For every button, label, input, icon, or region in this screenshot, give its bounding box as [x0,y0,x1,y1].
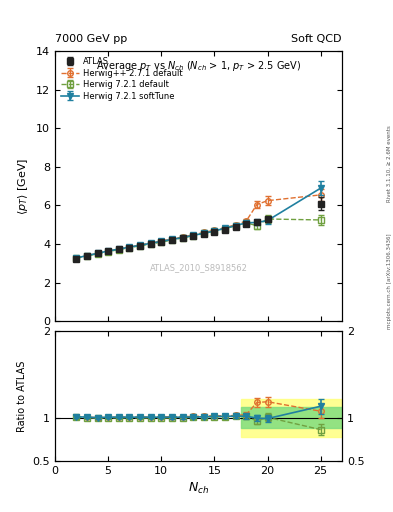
Text: ATLAS_2010_S8918562: ATLAS_2010_S8918562 [149,263,248,272]
Bar [241,407,342,428]
Text: Soft QCD: Soft QCD [292,33,342,44]
Bar [241,398,342,437]
Text: 7000 GeV pp: 7000 GeV pp [55,33,127,44]
Text: Rivet 3.1.10, ≥ 2.6M events: Rivet 3.1.10, ≥ 2.6M events [387,125,392,202]
Legend: ATLAS, Herwig++ 2.7.1 default, Herwig 7.2.1 default, Herwig 7.2.1 softTune: ATLAS, Herwig++ 2.7.1 default, Herwig 7.… [59,55,184,102]
X-axis label: $N_{ch}$: $N_{ch}$ [188,481,209,496]
Text: mcplots.cern.ch [arXiv:1306.3436]: mcplots.cern.ch [arXiv:1306.3436] [387,234,392,329]
Y-axis label: $\langle p_T \rangle$ [GeV]: $\langle p_T \rangle$ [GeV] [17,158,31,215]
Text: Average $p_T$ vs $N_{ch}$ ($N_{ch}$ > 1, $p_T$ > 2.5 GeV): Average $p_T$ vs $N_{ch}$ ($N_{ch}$ > 1,… [96,59,301,73]
Y-axis label: Ratio to ATLAS: Ratio to ATLAS [17,360,27,432]
